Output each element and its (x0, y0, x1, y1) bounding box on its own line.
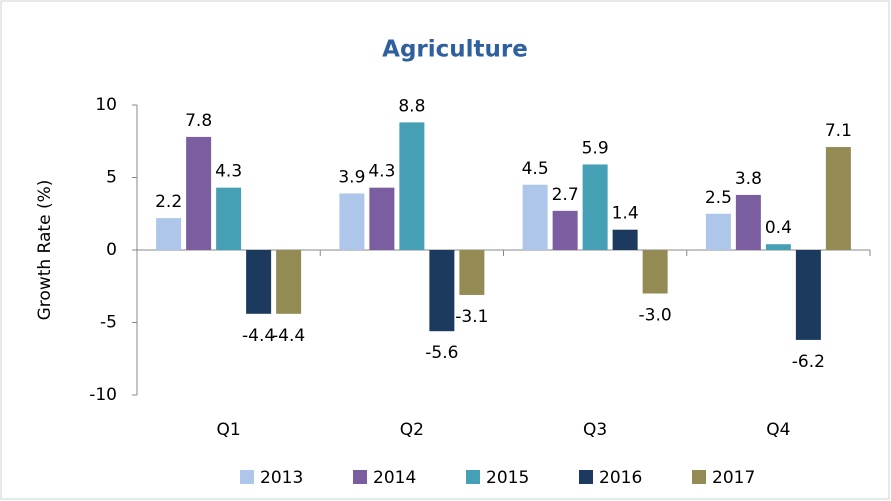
y-tick-label: 5 (106, 168, 117, 188)
bar (765, 244, 791, 250)
data-label: 2.5 (705, 188, 732, 208)
data-label: 2.7 (552, 185, 579, 205)
data-label: 0.4 (765, 218, 792, 238)
x-tick-label: Q2 (400, 420, 424, 440)
legend-swatch (466, 470, 480, 484)
bar (459, 250, 485, 295)
data-label: 4.3 (215, 162, 242, 182)
x-tick-label: Q1 (217, 420, 241, 440)
legend-swatch (353, 470, 367, 484)
data-label: -5.6 (425, 343, 458, 363)
bar (825, 147, 851, 250)
bar (369, 187, 395, 250)
bar (186, 136, 212, 250)
data-label: -4.4 (242, 326, 275, 346)
data-label: -3.1 (455, 307, 488, 327)
y-axis-label: Growth Rate (%) (35, 180, 55, 321)
data-label: 3.9 (338, 167, 365, 187)
data-label: 8.8 (398, 96, 425, 116)
x-tick-label: Q4 (766, 420, 790, 440)
legend-swatch (692, 470, 706, 484)
data-label: 7.8 (185, 111, 212, 131)
data-label: 5.9 (582, 138, 609, 158)
data-label: 4.3 (368, 162, 395, 182)
data-label: -4.4 (272, 326, 305, 346)
bar (795, 250, 821, 340)
legend-label: 2013 (260, 468, 303, 488)
y-tick-label: 0 (106, 240, 117, 260)
y-tick-label: -10 (89, 385, 117, 405)
x-tick-label: Q3 (583, 420, 607, 440)
data-label: 2.2 (155, 192, 182, 212)
data-label: 1.4 (612, 204, 639, 224)
bar (582, 164, 608, 250)
bar (429, 250, 455, 332)
data-label: -3.0 (639, 306, 672, 326)
data-label: 4.5 (522, 159, 549, 179)
data-label: 3.8 (735, 169, 762, 189)
bar (399, 122, 425, 250)
bar (276, 250, 302, 314)
bar (246, 250, 272, 314)
bar (156, 218, 182, 250)
legend-swatch (240, 470, 254, 484)
legend-label: 2016 (599, 468, 642, 488)
bar (642, 250, 668, 294)
bar (522, 184, 548, 250)
legend-label: 2015 (486, 468, 529, 488)
bar (552, 210, 578, 250)
legend-label: 2017 (712, 468, 755, 488)
bar (339, 193, 365, 250)
y-tick-label: -5 (100, 313, 117, 333)
legend-swatch (579, 470, 593, 484)
data-label: -6.2 (792, 352, 825, 372)
bar (612, 229, 638, 250)
legend-label: 2014 (373, 468, 416, 488)
bar (216, 187, 242, 250)
data-label: 7.1 (825, 121, 852, 141)
y-tick-label: 10 (95, 95, 117, 115)
bar (705, 213, 731, 250)
bar (735, 194, 761, 250)
chart-title: Agriculture (382, 37, 528, 63)
